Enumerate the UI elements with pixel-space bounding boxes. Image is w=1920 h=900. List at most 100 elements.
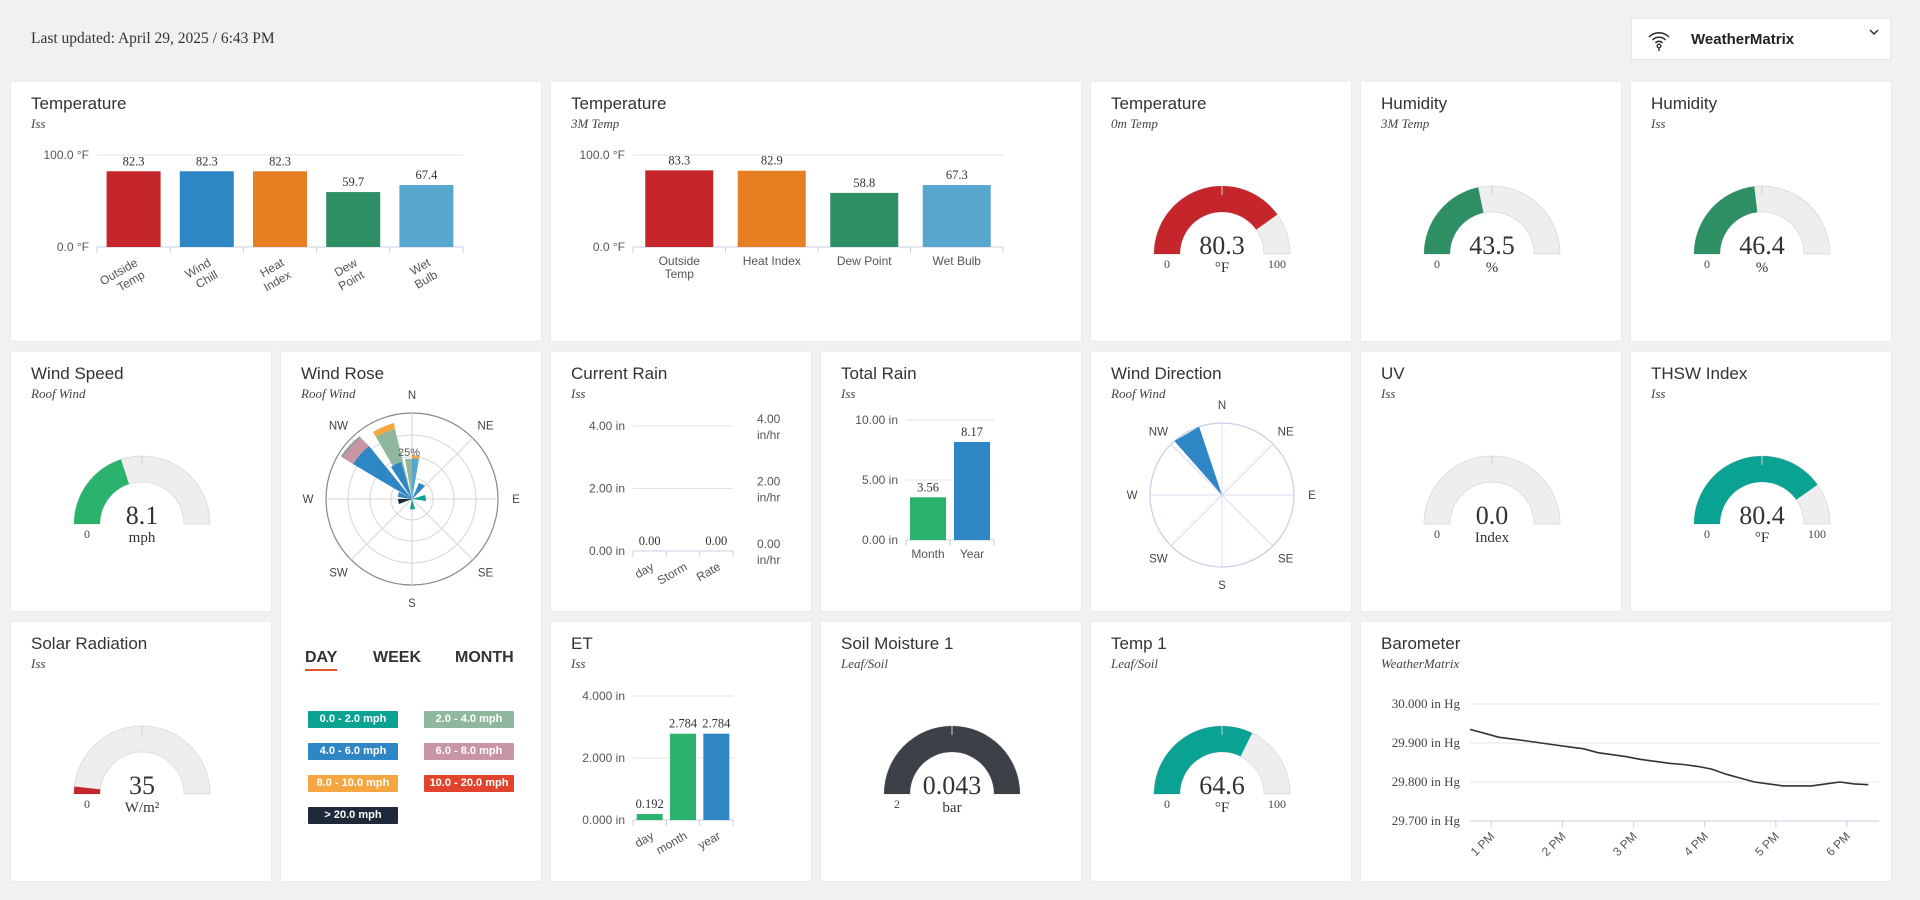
- rose-petal-nw-pink: [343, 438, 369, 464]
- bar-value-label: 82.3: [123, 154, 145, 168]
- bar[interactable]: [910, 497, 946, 540]
- bar-value-label: 82.3: [269, 154, 291, 168]
- card-title: Temperature: [571, 94, 667, 113]
- bar-value-label: 0.192: [636, 797, 664, 811]
- legend-chip: 0.0 - 2.0 mph: [308, 711, 398, 728]
- bar[interactable]: [922, 185, 991, 247]
- legend-chip: 8.0 - 10.0 mph: [308, 775, 398, 792]
- compass-direction-label: N: [1218, 400, 1226, 412]
- rose-direction-label: E: [512, 494, 520, 506]
- tab-week[interactable]: WEEK: [373, 649, 421, 666]
- legend-chip: 2.0 - 4.0 mph: [424, 711, 514, 728]
- compass-spoke: [1170, 443, 1223, 496]
- gauge-min: 0: [1704, 527, 1710, 541]
- card-subtitle: 3M Temp: [1381, 116, 1430, 131]
- card-subtitle: Iss: [1651, 386, 1666, 401]
- x-tick-label: Wet Bulb: [933, 254, 982, 268]
- bar[interactable]: [179, 171, 234, 247]
- bar-value-label: 82.3: [196, 154, 218, 168]
- card-title: Wind Rose: [301, 364, 385, 383]
- humidity-3m-card: Humidity 3M Temp 43.5% 0: [1360, 81, 1622, 342]
- bar[interactable]: [703, 733, 730, 820]
- gauge-unit: mph: [129, 530, 156, 546]
- bar-value-label: 0.00: [705, 534, 727, 548]
- gauge: 43.5% 0: [1423, 185, 1561, 276]
- compass-direction-label: E: [1308, 490, 1316, 502]
- tab-day[interactable]: DAY: [305, 649, 338, 671]
- y2-tick-label: 4.00: [757, 412, 781, 426]
- wind-direction-card: Wind Direction Roof Wind N NE E SE S SW W NW: [1090, 351, 1352, 612]
- y-tick-label: 4.00 in: [589, 419, 625, 433]
- bar[interactable]: [737, 170, 806, 247]
- card-subtitle: Iss: [1651, 116, 1666, 131]
- x-tick-label: day: [632, 559, 656, 581]
- station-dropdown[interactable]: WeatherMatrix: [1631, 18, 1891, 60]
- humidity-iss-card: Humidity Iss 46.4% 0: [1630, 81, 1892, 342]
- rose-petal-nw-blue: [353, 446, 412, 499]
- gauge-value: 0.043: [923, 771, 982, 800]
- gauge-value: 64.6: [1199, 771, 1245, 800]
- card-title: Wind Direction: [1111, 364, 1222, 383]
- bar[interactable]: [106, 171, 161, 247]
- bar-value-label: 0.00: [639, 534, 661, 548]
- card-title: Humidity: [1651, 94, 1718, 113]
- temperature-0m-card: Temperature 0m Temp 80.3 °F 0 100: [1090, 81, 1352, 342]
- gauge-min: 0: [1164, 257, 1170, 271]
- x-tick-label: DewPoint: [329, 255, 367, 293]
- bar[interactable]: [253, 171, 307, 247]
- barometer-card: Barometer WeatherMatrix 30.000 in Hg 29.9…: [1360, 621, 1892, 882]
- gauge-value: 80.4: [1739, 501, 1785, 530]
- bar[interactable]: [670, 733, 696, 820]
- current-rain-chart: 4.00 in 4.00 in/hr 2.00 in 2.00 in/hr 0.00 in 0…: [589, 412, 781, 588]
- wind-speed-card: Wind Speed Roof Wind 8.1 mph 0: [10, 351, 272, 612]
- rose-direction-label: NW: [329, 420, 348, 432]
- x-tick-label: Dew Point: [837, 254, 892, 268]
- rose-petal-nw-gray: [341, 436, 361, 458]
- gauge-value: 0.0: [1476, 501, 1509, 530]
- gauge-unit: %: [1756, 260, 1769, 276]
- card-title: Wind Speed: [31, 364, 124, 383]
- gauge-unit: °F: [1215, 260, 1229, 276]
- gauge-value: 35: [129, 771, 155, 800]
- bar[interactable]: [830, 192, 899, 247]
- bar[interactable]: [399, 184, 454, 247]
- rose-petal-e-small: [412, 495, 427, 501]
- y-tick-label: 100.0 °F: [44, 148, 90, 162]
- compass-direction-label: NW: [1149, 426, 1168, 438]
- y-tick-label: 0.0 °F: [57, 240, 89, 254]
- x-tick-label: day: [632, 828, 656, 850]
- gauge-max: 100: [1268, 257, 1286, 271]
- x-tick-label: OutsideTemp: [97, 255, 147, 300]
- x-tick-label: month: [654, 828, 690, 857]
- y-tick-label: 2.00 in: [589, 482, 625, 496]
- card-title: THSW Index: [1651, 364, 1748, 383]
- rose-petal-nne-orange: [412, 455, 420, 459]
- total-rain-chart: 10.00 in 5.00 in 0.00 in 3.56 Month 8.17 Year: [855, 413, 995, 561]
- solar-radiation-card: Solar Radiation Iss 35 W/m² 0: [10, 621, 272, 882]
- bar-value-label: 8.17: [961, 425, 983, 439]
- x-tick-label: WetBulb: [405, 255, 440, 292]
- gauge-fill: [1694, 455, 1818, 524]
- x-tick-label: 3 PM: [1610, 829, 1640, 859]
- bar[interactable]: [636, 814, 663, 820]
- y-tick-label: 29.800 in Hg: [1392, 774, 1461, 789]
- station-name: WeatherMatrix: [1691, 31, 1795, 48]
- compass-direction-label: NE: [1278, 426, 1294, 438]
- card-title: Temperature: [31, 94, 127, 113]
- tab-month[interactable]: MONTH: [455, 649, 514, 666]
- compass-direction-label: SE: [1278, 554, 1294, 566]
- card-subtitle: Iss: [31, 116, 46, 131]
- y-tick-label: 0.00 in: [862, 533, 898, 547]
- y-tick-label: 29.700 in Hg: [1392, 813, 1461, 828]
- bar[interactable]: [954, 441, 990, 540]
- bar[interactable]: [326, 192, 381, 247]
- bar-value-label: 3.56: [917, 480, 939, 494]
- gauge-unit: %: [1486, 260, 1499, 276]
- card-title: Solar Radiation: [31, 634, 148, 653]
- bar[interactable]: [645, 170, 714, 247]
- temperature-3m-card: Temperature 3M Temp 100.0 °F 0.0 °F 83.3 Ou…: [550, 81, 1082, 342]
- bar-value-label: 59.7: [342, 175, 364, 189]
- gauge-fill: [1694, 186, 1758, 254]
- y-tick-label: 0.000 in: [582, 813, 625, 827]
